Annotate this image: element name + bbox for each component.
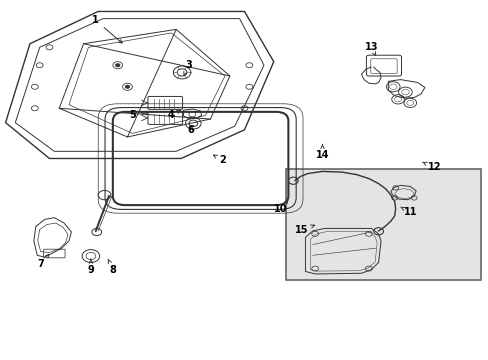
Circle shape xyxy=(125,85,130,89)
Text: 11: 11 xyxy=(400,207,416,217)
Text: 14: 14 xyxy=(315,144,328,160)
FancyBboxPatch shape xyxy=(285,169,480,280)
Text: 15: 15 xyxy=(295,225,314,235)
Text: 3: 3 xyxy=(183,60,191,76)
Text: 7: 7 xyxy=(37,254,49,269)
Text: 12: 12 xyxy=(422,162,441,172)
Text: 13: 13 xyxy=(364,42,377,55)
Text: 4: 4 xyxy=(168,110,180,121)
Text: 8: 8 xyxy=(108,259,116,275)
Circle shape xyxy=(115,63,120,67)
Text: 5: 5 xyxy=(129,111,148,121)
Text: 6: 6 xyxy=(187,125,194,135)
Text: 10: 10 xyxy=(274,201,287,214)
Text: 1: 1 xyxy=(92,15,122,43)
Text: 9: 9 xyxy=(87,259,94,275)
Text: 2: 2 xyxy=(213,155,225,165)
